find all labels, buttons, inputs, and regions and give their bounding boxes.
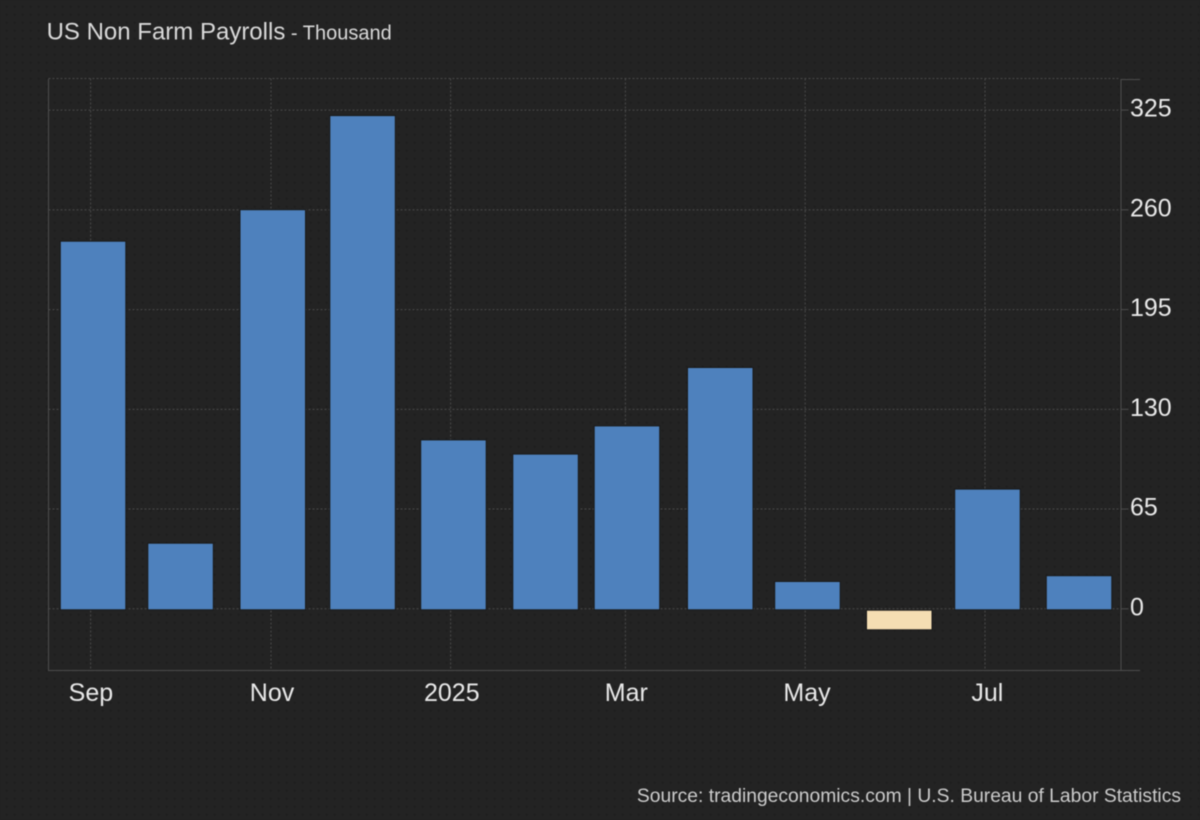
svg-text:Source: tradingeconomics.com |: Source: tradingeconomics.com | U.S. Bure… [637,786,1181,807]
svg-text:Sep: Sep [69,679,113,707]
svg-text:325: 325 [1130,95,1172,123]
svg-text:May: May [783,679,831,707]
svg-text:2025: 2025 [424,679,480,707]
svg-text:Jul: Jul [971,679,1003,707]
svg-text:130: 130 [1130,394,1172,422]
svg-text:Mar: Mar [605,679,648,707]
svg-text:65: 65 [1130,494,1158,522]
svg-text:260: 260 [1130,194,1172,222]
svg-text:0: 0 [1130,593,1144,621]
svg-text:US Non Farm Payrolls - Thousan: US Non Farm Payrolls - Thousand [47,18,392,45]
svg-text:195: 195 [1130,294,1172,322]
svg-text:Nov: Nov [250,679,295,707]
